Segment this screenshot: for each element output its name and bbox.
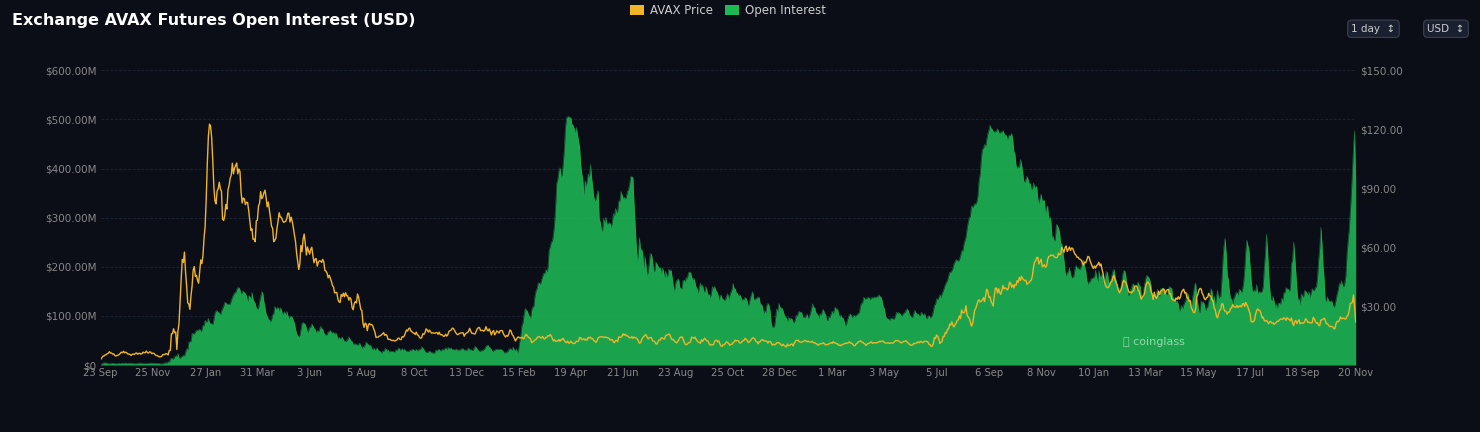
Text: 1 day  ↕: 1 day ↕ <box>1351 24 1396 34</box>
Legend: AVAX Price, Open Interest: AVAX Price, Open Interest <box>626 0 830 22</box>
Text: USD  ↕: USD ↕ <box>1427 24 1465 34</box>
Text: Exchange AVAX Futures Open Interest (USD): Exchange AVAX Futures Open Interest (USD… <box>12 13 416 28</box>
Text: 🦎 coinglass: 🦎 coinglass <box>1123 337 1185 347</box>
